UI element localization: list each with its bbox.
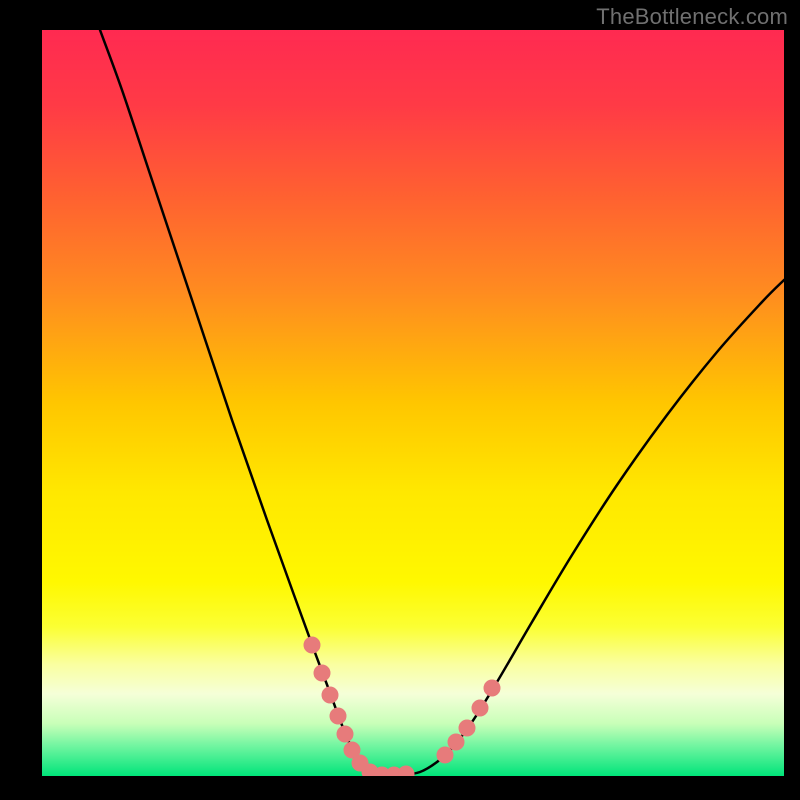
curve-marker <box>330 708 346 724</box>
watermark-text: TheBottleneck.com <box>596 4 788 30</box>
curve-marker <box>484 680 500 696</box>
curve-marker <box>472 700 488 716</box>
curve-marker <box>314 665 330 681</box>
curve-marker <box>337 726 353 742</box>
curve-marker <box>322 687 338 703</box>
curve-markers <box>304 637 500 776</box>
plot-area <box>42 30 784 776</box>
curve-marker <box>304 637 320 653</box>
v-curve <box>100 30 784 776</box>
curve-marker <box>459 720 475 736</box>
curve-layer <box>42 30 784 776</box>
curve-marker <box>437 747 453 763</box>
curve-marker <box>448 734 464 750</box>
curve-marker <box>398 766 414 776</box>
